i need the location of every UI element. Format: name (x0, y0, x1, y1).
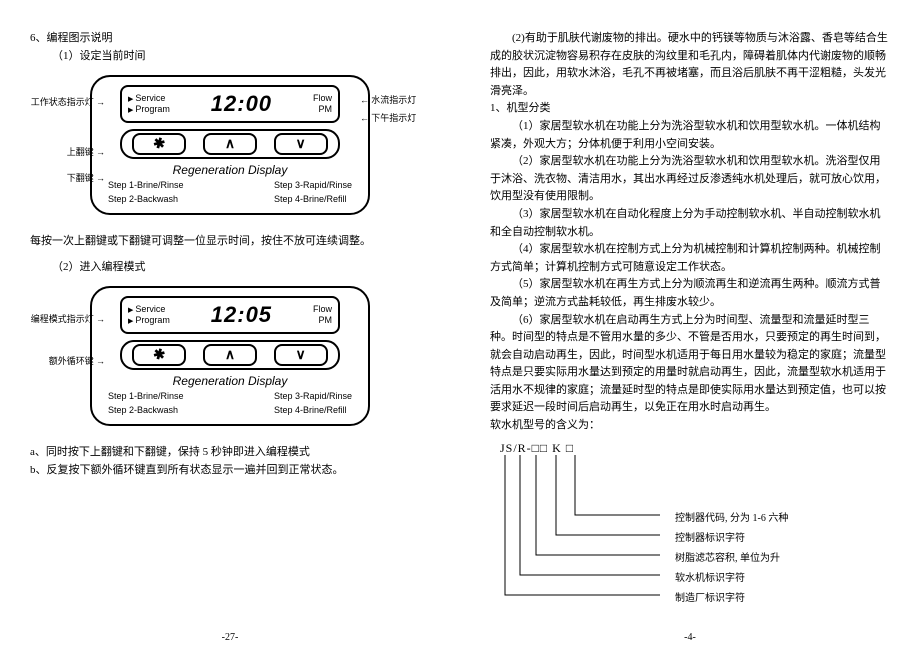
service-label-2: Service (128, 304, 170, 316)
diagram-1-wrap: 工作状态指示灯 上翻键 下翻键 水流指示灯 下午指示灯 Service Prog… (30, 75, 430, 215)
r-p0: (2)有助于肌肤代谢废物的排出。硬水中的钙镁等物质与沐浴露、香皂等结合生成的胶状… (490, 30, 890, 100)
button-row-1 (120, 129, 340, 159)
r-p5: （5）家居型软水机在再生方式上分为顺流再生和逆流再生两种。顺流方式普及简单；逆流… (490, 276, 890, 311)
steps-2: Step 1-Brine/Rinse Step 2-Backwash Step … (102, 390, 358, 419)
up-button-2[interactable] (203, 344, 257, 366)
step3: Step 3-Rapid/Rinse (274, 179, 352, 193)
up-button[interactable] (203, 133, 257, 155)
r-p2: （2）家居型软水机在功能上分为洗浴型软水机和饮用型软水机。洗浴型仅用于沐浴、洗衣… (490, 153, 890, 206)
pm-label-2: PM (313, 315, 332, 327)
r-p3: （3）家居型软水机在自动化程度上分为手动控制软水机、半自动控制软水机和全自动控制… (490, 206, 890, 241)
model-l3: 树脂滤芯容积, 单位为升 (675, 549, 780, 564)
sub-2: （2）进入编程模式 (30, 259, 430, 277)
r-p1: （1）家居型软水机在功能上分为洗浴型软水机和饮用型软水机。一体机结构紧凑，外观大… (490, 118, 890, 153)
cycle-button-2[interactable] (132, 344, 186, 366)
down-button[interactable] (274, 133, 328, 155)
diagram-2-wrap: 编程模式指示灯 额外循环键 Service Program 12:05 Flow… (30, 286, 430, 426)
flow-label-2: Flow (313, 304, 332, 316)
para-adjust: 每按一次上翻键或下翻键可调整一位显示时间，按住不放可连续调整。 (30, 233, 430, 251)
regen-title-1: Regeneration Display (102, 163, 358, 177)
control-panel-1: Service Program 12:00 Flow PM Regenerati… (90, 75, 370, 215)
para-b: b、反复按下额外循环键直到所有状态显示一遍并回到正常状态。 (30, 462, 430, 480)
step4-2: Step 4-Brine/Refill (274, 404, 352, 418)
sub-1: （1）设定当前时间 (30, 48, 430, 66)
control-panel-2: Service Program 12:05 Flow PM Regenerati… (90, 286, 370, 426)
down-button-2[interactable] (274, 344, 328, 366)
model-code: JS/R-□□ K □ (500, 441, 574, 456)
step1-2: Step 1-Brine/Rinse (108, 390, 184, 404)
time-display-2: 12:05 (170, 302, 313, 328)
callout-pm: 下午指示灯 (360, 113, 435, 124)
step3-2: Step 3-Rapid/Rinse (274, 390, 352, 404)
para-a: a、同时按下上翻键和下翻键，保持 5 秒钟即进入编程模式 (30, 444, 430, 462)
model-l4: 软水机标识字符 (675, 569, 745, 584)
model-l1: 控制器代码, 分为 1-6 六种 (675, 509, 788, 524)
page-number-right: -4- (684, 632, 696, 643)
r-p4: （4）家居型软水机在控制方式上分为机械控制和计算机控制两种。机械控制方式简单；计… (490, 241, 890, 276)
model-diagram: JS/R-□□ K □ 控制器代码, 分为 1-6 六种 控制器标识字符 树脂滤… (490, 441, 890, 611)
callout-flow: 水流指示灯 (360, 95, 435, 106)
flow-label: Flow (313, 93, 332, 105)
step2: Step 2-Backwash (108, 193, 184, 207)
regen-title-2: Regeneration Display (102, 374, 358, 388)
page-right: (2)有助于肌肤代谢废物的排出。硬水中的钙镁等物质与沐浴露、香皂等结合生成的胶状… (460, 0, 920, 651)
r-p6: （6）家居型软水机在启动再生方式上分为时间型、流量型和流量延时型三种。时间型的特… (490, 312, 890, 418)
cycle-button[interactable] (132, 133, 186, 155)
lcd-display-2: Service Program 12:05 Flow PM (120, 296, 340, 334)
pm-label: PM (313, 104, 332, 116)
time-display: 12:00 (170, 91, 313, 117)
step4: Step 4-Brine/Refill (274, 193, 352, 207)
heading-6: 6、编程图示说明 (30, 30, 430, 48)
step2-2: Step 2-Backwash (108, 404, 184, 418)
steps-1: Step 1-Brine/Rinse Step 2-Backwash Step … (102, 179, 358, 208)
step1: Step 1-Brine/Rinse (108, 179, 184, 193)
service-label: Service (128, 93, 170, 105)
program-label-2: Program (128, 315, 170, 327)
page-left: 6、编程图示说明 （1）设定当前时间 工作状态指示灯 上翻键 下翻键 水流指示灯… (0, 0, 460, 651)
page-number-left: -27- (222, 632, 239, 643)
r-p7: 软水机型号的含义为： (490, 417, 890, 435)
r-h1: 1、机型分类 (490, 100, 890, 118)
model-l5: 制造厂标识字符 (675, 589, 745, 604)
program-label: Program (128, 104, 170, 116)
lcd-display-1: Service Program 12:00 Flow PM (120, 85, 340, 123)
button-row-2 (120, 340, 340, 370)
model-l2: 控制器标识字符 (675, 529, 745, 544)
